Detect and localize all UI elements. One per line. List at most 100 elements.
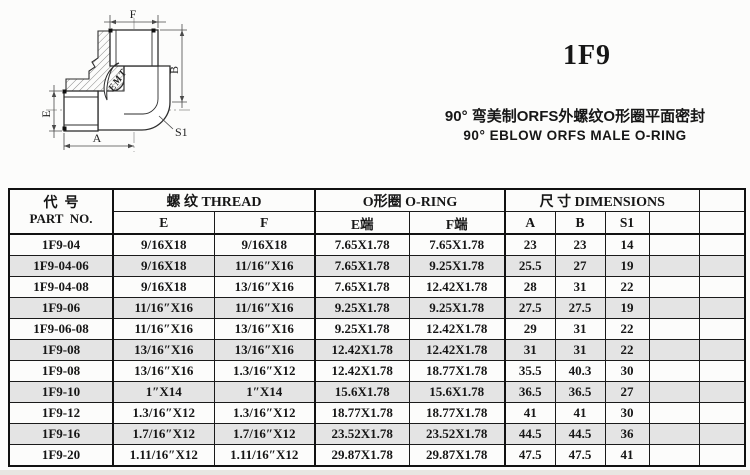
spec-cell: 12.42X1.78 [314,339,410,361]
dim-s1-leader [158,115,174,130]
spec-cell: 9/16X18 [112,276,215,298]
spec-cell: 22 [604,339,650,361]
spec-cell: 41 [604,444,650,467]
spec-table-body: 1F9-04 9/16X18 9/16X18 7.65X1.78 7.65X1.78 23… [8,233,746,467]
brand-stamp [103,62,120,101]
spec-cell: 29 [504,318,556,340]
spec-cell: 31 [554,276,606,298]
spec-cell [698,423,746,445]
spec-cell: 1.3/16″X12 [213,402,316,424]
elbow-inner-arc [124,66,159,115]
header-blank [698,188,746,212]
part-no-cell: 1F9-10 [8,381,114,403]
product-title-en: 90° EBLOW ORFS MALE O-RING [463,128,687,143]
spec-cell: 7.65X1.78 [408,233,506,256]
spec-cell [698,381,746,403]
part-no-cell: 1F9-04-06 [8,255,114,277]
spec-cell: 12.42X1.78 [314,360,410,382]
spec-cell: 12.42X1.78 [408,276,506,298]
spec-cell [698,444,746,467]
dim-label-s1: S1 [175,125,188,139]
part-no-cell: 1F9-08 [8,360,114,382]
spec-cell: 23.52X1.78 [408,423,506,445]
header-col-e: E [112,211,215,235]
spec-cell: 22 [604,276,650,298]
spec-cell: 1″X14 [213,381,316,403]
part-no-cell: 1F9-16 [8,423,114,445]
table-row: 1F9-20 1.11/16″X12 1.11/16″X12 29.87X1.78 29… [8,444,746,467]
spec-cell [648,381,700,403]
spec-cell: 30 [604,360,650,382]
spec-cell: 9.25X1.78 [408,297,506,319]
spec-cell [698,233,746,256]
spec-cell: 13/16″X16 [213,276,316,298]
spec-cell: 13/16″X16 [213,339,316,361]
spec-cell: 7.65X1.78 [314,233,410,256]
spec-cell: 12.42X1.78 [408,318,506,340]
spec-cell: 19 [604,255,650,277]
oring-dot [62,126,67,131]
spec-cell [648,297,700,319]
spec-cell: 31 [554,318,606,340]
spec-cell: 23 [554,233,606,256]
header-col-f: F [213,211,316,235]
header-part-en: PART NO. [29,211,93,227]
header-col-e-end: E端 [314,211,410,235]
header-col-s1: S1 [604,211,650,235]
header-blank [648,211,700,235]
table-row: 1F9-04-08 9/16X18 13/16″X16 7.65X1.78 12.42X… [8,276,746,298]
spec-cell: 1.7/16″X12 [213,423,316,445]
spec-cell: 11/16″X16 [112,297,215,319]
spec-cell: 9.25X1.78 [314,318,410,340]
left-port-thread-line [64,96,98,126]
spec-cell [648,276,700,298]
spec-cell: 18.77X1.78 [408,360,506,382]
spec-cell: 41 [504,402,556,424]
spec-cell: 36 [604,423,650,445]
spec-cell: 15.6X1.78 [314,381,410,403]
spec-cell: 12.42X1.78 [408,339,506,361]
header-col-f-end: F端 [408,211,506,235]
table-row: 1F9-04 9/16X18 9/16X18 7.65X1.78 7.65X1.78 23… [8,233,746,256]
header-part-cn: 代 号 [43,195,79,211]
header-dimensions-group: 尺 寸 DIMENSIONS [504,188,700,212]
spec-cell: 41 [554,402,606,424]
spec-cell [698,402,746,424]
spec-cell [648,339,700,361]
spec-cell [648,444,700,467]
spec-cell: 15.6X1.78 [408,381,506,403]
spec-cell: 18.77X1.78 [408,402,506,424]
table-row: 1F9-08 13/16″X16 1.3/16″X12 12.42X1.78 18.77… [8,360,746,382]
header-oring-group: O形圈 O-RING [314,188,506,212]
oring-dot [151,28,156,33]
spec-cell: 28 [504,276,556,298]
part-no-cell: 1F9-06 [8,297,114,319]
spec-cell: 31 [504,339,556,361]
spec-cell: 11/16″X16 [213,297,316,319]
table-row: 1F9-04-06 9/16X18 11/16″X16 7.65X1.78 9.25X1… [8,255,746,277]
spec-cell: 27 [554,255,606,277]
spec-cell: 1.11/16″X12 [213,444,316,467]
spec-cell: 1.3/16″X12 [112,402,215,424]
part-no-cell: 1F9-04 [8,233,114,256]
spec-cell [648,402,700,424]
spec-cell: 13/16″X16 [213,318,316,340]
table-row: 1F9-16 1.7/16″X12 1.7/16″X12 23.52X1.78 23.5… [8,423,746,445]
dim-b-lines [160,24,187,108]
spec-cell: 27 [604,381,650,403]
oring-dot [108,28,113,33]
spec-table-header: 代 号 PART NO. 螺 纹 THREAD O形圈 O-RING 尺 寸 D… [8,188,746,235]
spec-cell: 7.65X1.78 [314,276,410,298]
spec-cell [648,255,700,277]
spec-cell [698,360,746,382]
table-row: 1F9-06-08 11/16″X16 13/16″X16 9.25X1.78 12.4… [8,318,746,340]
top-port-thread-line [115,30,153,66]
spec-cell: 9/16X18 [112,255,215,277]
top-port [109,29,159,67]
spec-cell: 44.5 [504,423,556,445]
technical-drawing: EMT F B E A S1 [39,7,190,152]
dim-label-e: E [39,110,53,117]
header-blank [698,211,746,235]
spec-cell: 1.7/16″X12 [112,423,215,445]
part-no-cell: 1F9-06-08 [8,318,114,340]
